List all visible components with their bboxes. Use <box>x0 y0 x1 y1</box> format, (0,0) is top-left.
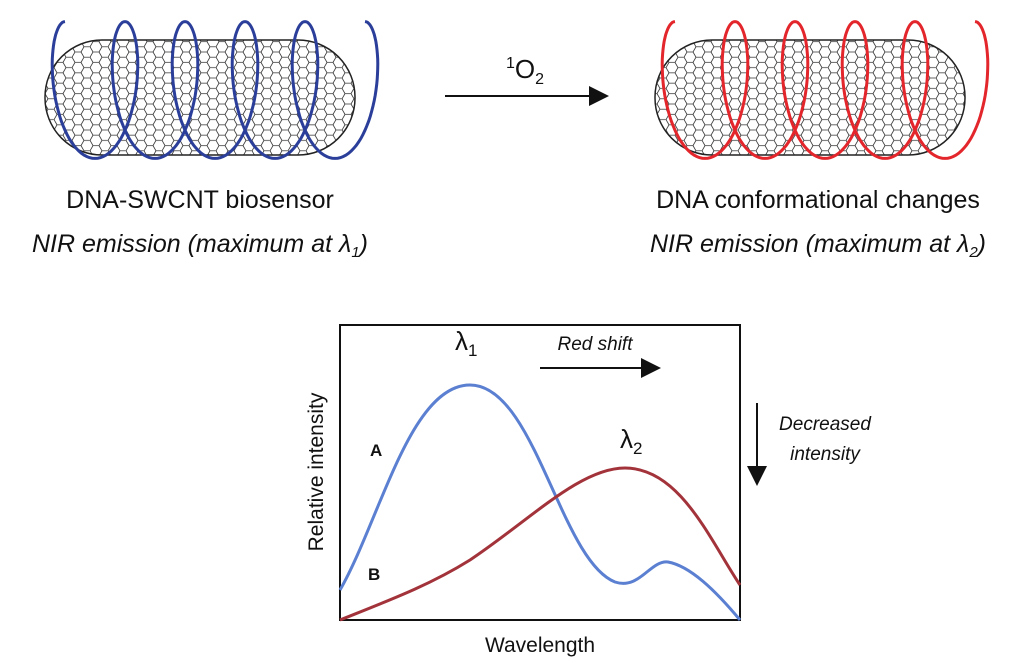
subscript: 2 <box>968 244 978 261</box>
y-label: Relative intensity <box>305 392 328 551</box>
shift-label: Red shift <box>558 334 634 355</box>
dna-helix <box>660 20 990 160</box>
curve-label: A <box>370 441 382 460</box>
plot-frame <box>339 324 741 621</box>
emission: NIR emission (maximum at λ2) <box>650 230 986 261</box>
reaction-label: 1O2 <box>506 54 544 88</box>
symbol: λ <box>455 326 468 356</box>
peak-label: λ1 <box>455 326 477 360</box>
symbol: λ <box>337 230 351 258</box>
subscript: 1 <box>351 244 359 261</box>
caption: DNA-SWCNT biosensor <box>66 186 334 214</box>
text: NIR emission (maximum at <box>650 230 957 258</box>
base: O <box>515 54 535 84</box>
x-label: Wavelength <box>485 634 595 657</box>
intensity-label: intensity <box>790 444 861 465</box>
caption: DNA conformational changes <box>656 186 980 214</box>
curve-b <box>339 466 742 622</box>
emission: NIR emission (maximum at λ1) <box>32 230 368 261</box>
symbol: λ <box>620 424 633 454</box>
superscript: 1 <box>506 55 515 72</box>
symbol: λ <box>955 230 969 258</box>
text: ) <box>975 230 986 258</box>
peak-label: λ2 <box>620 424 642 458</box>
text: NIR emission (maximum at <box>32 230 339 258</box>
curve-a <box>338 383 742 621</box>
subscript: 2 <box>633 439 642 458</box>
text: ) <box>357 230 368 258</box>
subscript: 1 <box>468 341 477 360</box>
subscript: 2 <box>535 71 544 88</box>
intensity-label: Decreased <box>779 414 872 435</box>
curve-label: B <box>368 565 380 584</box>
dna-helix <box>50 20 380 160</box>
